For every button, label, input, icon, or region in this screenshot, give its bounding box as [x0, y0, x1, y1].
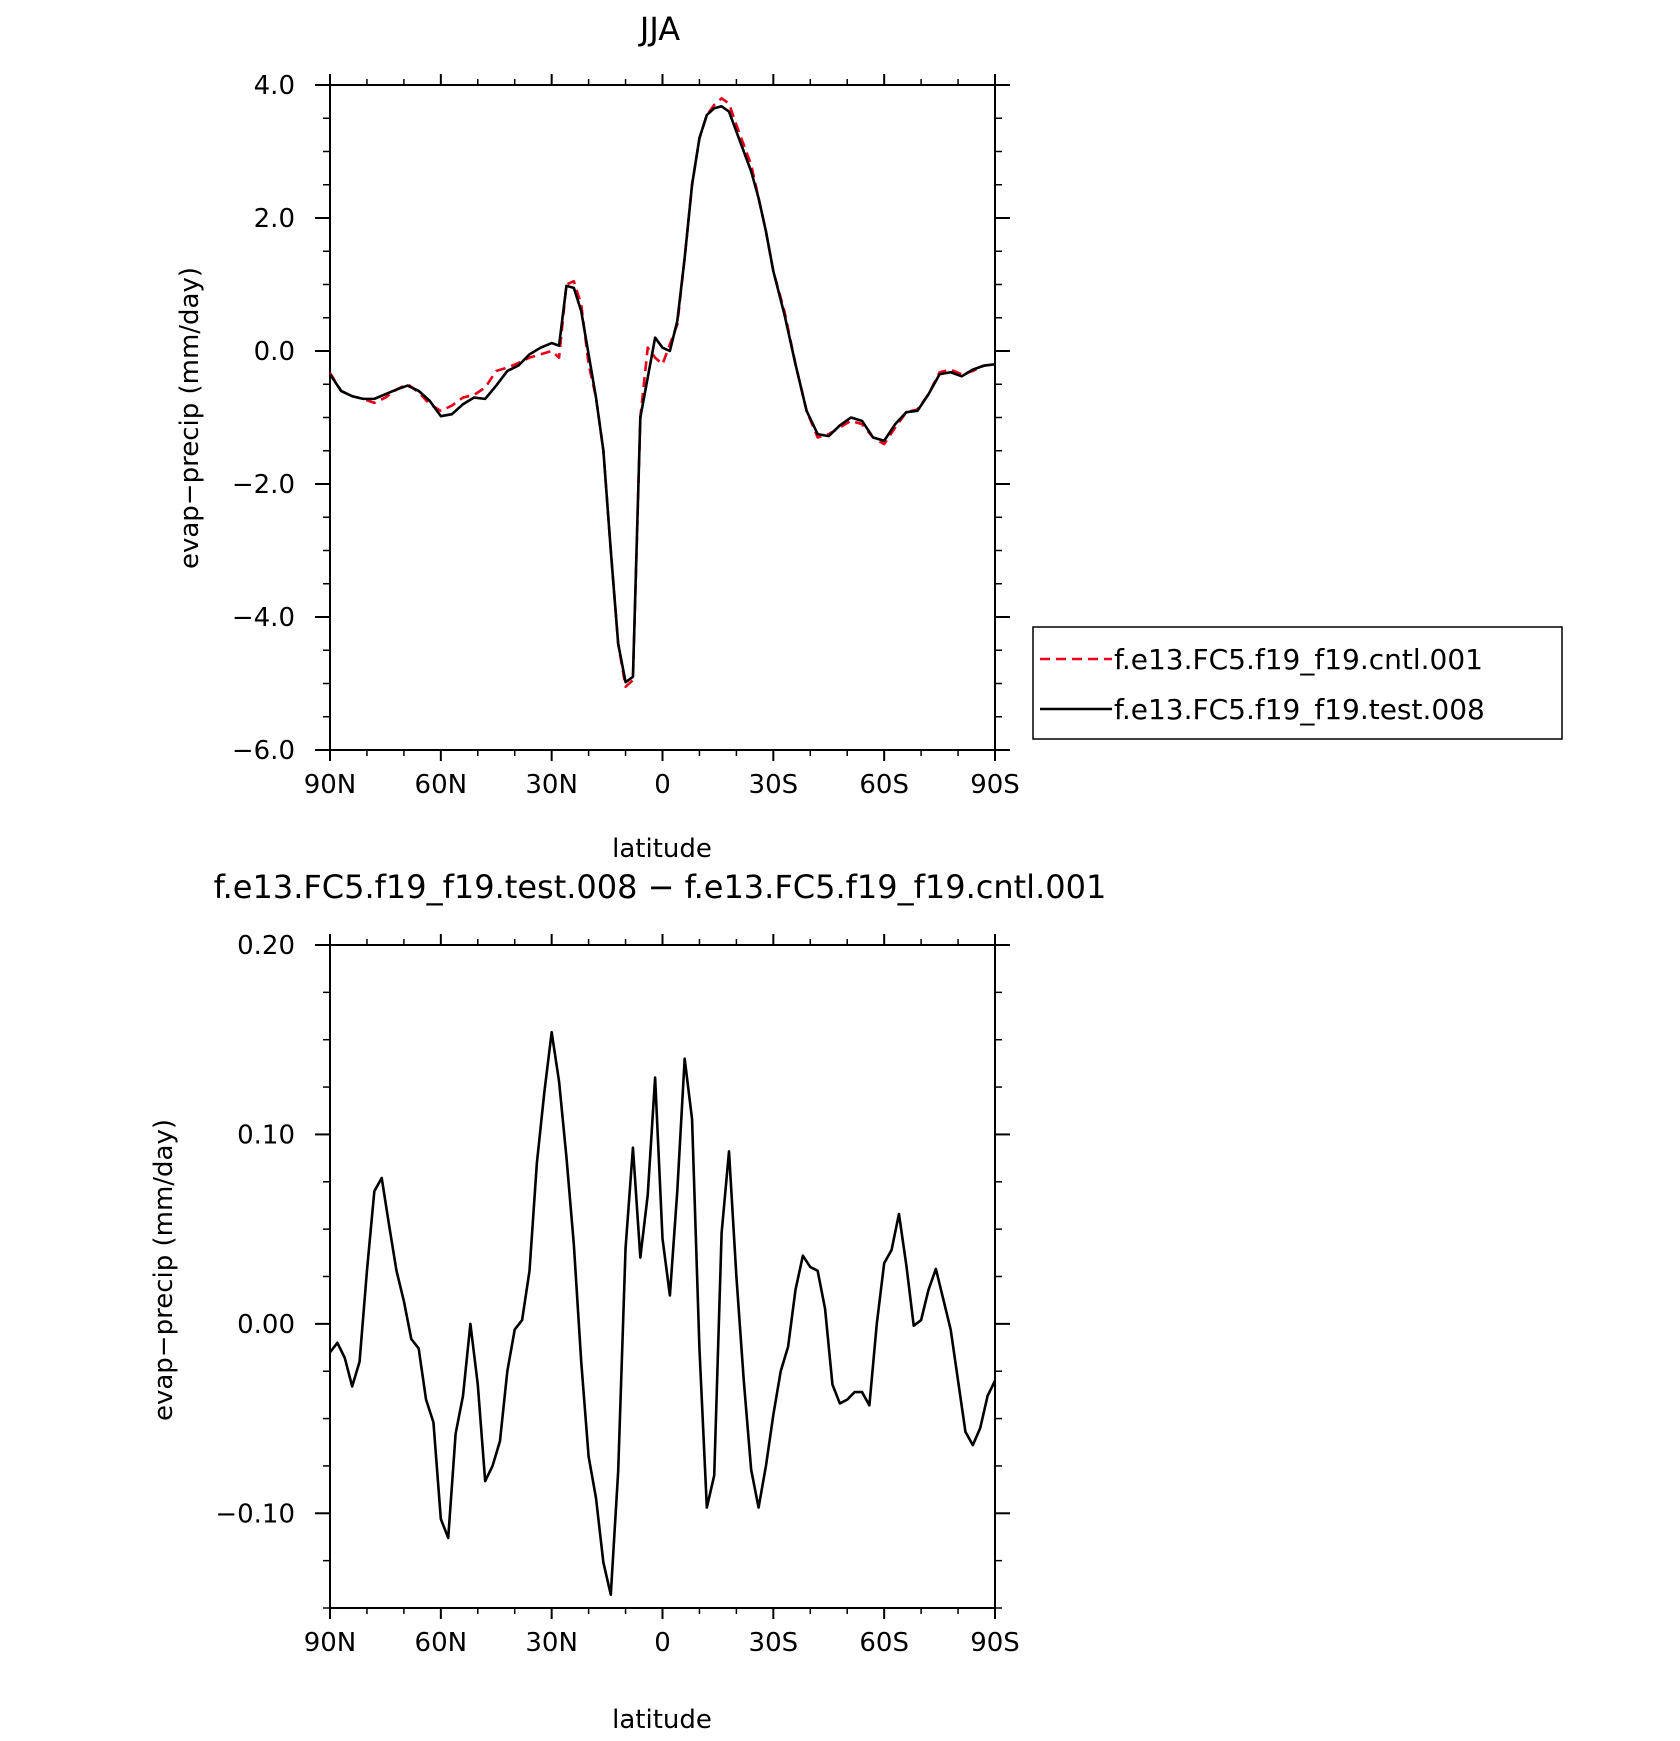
top-chart-title: JJA: [638, 10, 680, 48]
top-xtick-label-2: 30N: [525, 770, 578, 800]
top-x-axis-label: latitude: [612, 834, 712, 864]
bottom-panel: f.e13.FC5.f19_f19.test.008 − f.e13.FC5.f…: [149, 868, 1106, 1735]
top-xtick-label-6: 90S: [970, 770, 1020, 800]
bottom-x-axis-label: latitude: [612, 1705, 712, 1735]
legend-label-test: f.e13.FC5.f19_f19.test.008: [1114, 693, 1485, 726]
bottom-xtick-label-1: 60N: [415, 1628, 468, 1658]
bottom-xtick-label-5: 60S: [859, 1628, 909, 1658]
bottom-plot-frame: [329, 944, 996, 1609]
top-series-group: [328, 97, 996, 689]
bottom-y-axis-label: evap−precip (mm/day): [149, 1119, 179, 1421]
top-ytick-label-0: 4.0: [254, 71, 295, 101]
top-axis-ticks: 90N 60N 30N 0 30S 60S 90S 4.0 2.0 0.0 −2.0 −4.0 −6.0: [232, 71, 1020, 800]
bottom-ytick-label-2: 0.00: [237, 1310, 295, 1340]
bottom-xtick-label-6: 90S: [970, 1628, 1020, 1658]
top-xtick-label-4: 30S: [749, 770, 799, 800]
bottom-ytick-label-3: −0.10: [215, 1499, 295, 1529]
legend: f.e13.FC5.f19_f19.cntl.001 f.e13.FC5.f19…: [1032, 626, 1563, 740]
top-panel: JJA 90N 60N 30N 0 30S 60S 90S 4.0 2.0 0.0 −2.0 −4.0…: [175, 10, 1563, 864]
top-ytick-label-5: −6.0: [232, 736, 295, 766]
bottom-chart-title: f.e13.FC5.f19_f19.test.008 − f.e13.FC5.f…: [214, 868, 1107, 906]
top-ytick-label-3: −2.0: [232, 470, 295, 500]
bottom-ytick-label-1: 0.10: [237, 1120, 295, 1150]
bottom-xtick-label-3: 0: [654, 1628, 671, 1658]
bottom-series-group: [328, 1030, 997, 1597]
top-plot-frame: [329, 84, 996, 751]
bottom-xtick-label-4: 30S: [749, 1628, 799, 1658]
bottom-series-line-0: [328, 1030, 997, 1597]
top-series-line-0: [328, 97, 996, 689]
top-series-line-1: [328, 104, 996, 684]
top-xtick-label-0: 90N: [304, 770, 357, 800]
top-y-axis-label: evap−precip (mm/day): [175, 267, 205, 569]
legend-box: [1032, 626, 1563, 740]
top-xtick-label-1: 60N: [415, 770, 468, 800]
top-ytick-label-1: 2.0: [254, 204, 295, 234]
bottom-xtick-label-2: 30N: [525, 1628, 578, 1658]
legend-label-cntl: f.e13.FC5.f19_f19.cntl.001: [1114, 643, 1483, 676]
top-ytick-label-4: −4.0: [232, 603, 295, 633]
top-xtick-label-3: 0: [654, 770, 671, 800]
top-xtick-label-5: 60S: [859, 770, 909, 800]
top-ytick-label-2: 0.0: [254, 337, 295, 367]
bottom-axis-ticks: 90N 60N 30N 0 30S 60S 90S 0.20 0.10 0.00 −0.10: [215, 931, 1019, 1658]
bottom-xtick-label-0: 90N: [304, 1628, 357, 1658]
bottom-ytick-label-0: 0.20: [237, 931, 295, 961]
